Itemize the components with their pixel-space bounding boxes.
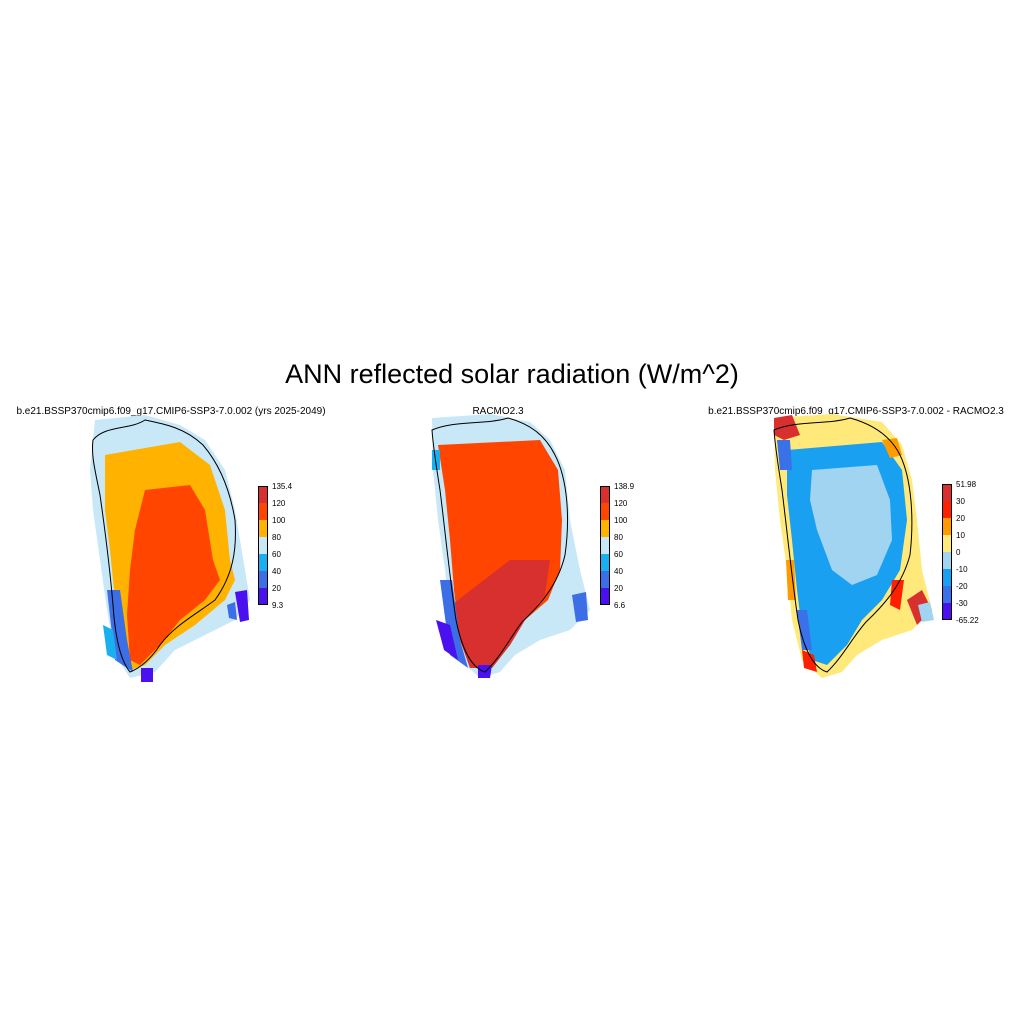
colorbar-swatch (600, 588, 610, 605)
colorbar-frame (258, 486, 268, 605)
colorbar-swatch (258, 588, 268, 605)
colorbar-label: 40 (614, 567, 623, 576)
coastline-outline (773, 417, 913, 673)
colorbar-label: -10 (956, 565, 968, 574)
colorbar-label: 40 (272, 567, 281, 576)
colorbar-swatch (258, 520, 268, 537)
colorbar-swatch (258, 486, 268, 503)
colorbar-swatch (600, 520, 610, 537)
panel-title-model: b.e21.BSSP370cmip6.f09_g17.CMIP6-SSP3-7.… (16, 406, 326, 417)
colorbar-label: 100 (272, 516, 286, 525)
colorbar-swatch (942, 603, 952, 620)
colorbar-label: 9.3 (272, 601, 284, 610)
colorbar-label: 20 (956, 514, 965, 523)
colorbar-label: 60 (272, 550, 281, 559)
colorbar-swatch (942, 569, 952, 586)
colorbar-swatch (600, 537, 610, 554)
colorbar-swatch (942, 586, 952, 603)
colorbar-swatch (258, 554, 268, 571)
colorbar-label: 30 (956, 497, 965, 506)
map-panel-racmo (431, 414, 590, 678)
colorbar-label: 120 (272, 499, 286, 508)
colorbar-swatch (942, 501, 952, 518)
colorbar-label: 51.98 (956, 480, 977, 489)
colorbar-swatch (600, 486, 610, 503)
colorbar-label: 135.4 (272, 482, 293, 491)
colorbar-frame (600, 486, 610, 605)
colorbar-swatch (942, 484, 952, 501)
colorbar-label: 80 (272, 533, 281, 542)
map-field-model (90, 415, 250, 682)
colorbar-label: -65.22 (956, 616, 979, 625)
colorbar-label: 100 (614, 516, 628, 525)
colorbar-label: 20 (614, 584, 623, 593)
colorbar-label: 10 (956, 531, 965, 540)
colorbar-swatch (942, 535, 952, 552)
coastline-outline (431, 417, 568, 673)
colorbar-label: 6.6 (614, 601, 626, 610)
colorbar-label: -30 (956, 599, 968, 608)
map-panel-model (90, 415, 250, 682)
coastline-outline (92, 419, 236, 673)
colorbar-swatch (600, 554, 610, 571)
colorbar-swatch (942, 518, 952, 535)
colorbar-label: 20 (272, 584, 281, 593)
colorbar-label: 138.9 (614, 482, 635, 491)
map-panel-difference (773, 414, 934, 678)
colorbar-swatch (942, 552, 952, 569)
colorbar-swatch (600, 503, 610, 520)
colorbar-label: -20 (956, 582, 968, 591)
colorbar-swatch (600, 571, 610, 588)
colorbar-label: 60 (614, 550, 623, 559)
colorbar-label: 0 (956, 548, 961, 557)
colorbar-swatch (258, 571, 268, 588)
panel-title-difference: b.e21.BSSP370cmip6.f09_g17.CMIP6-SSP3-7.… (708, 406, 1004, 417)
colorbar-swatch (258, 503, 268, 520)
colorbar-label: 80 (614, 533, 623, 542)
map-field-difference (774, 414, 934, 678)
colorbar-frame (942, 484, 952, 620)
panel-title-racmo: RACMO2.3 (472, 406, 524, 417)
map-field-racmo (432, 414, 590, 678)
colorbar-swatch (258, 537, 268, 554)
colorbar-label: 120 (614, 499, 628, 508)
figure-title: ANN reflected solar radiation (W/m^2) (285, 359, 739, 389)
